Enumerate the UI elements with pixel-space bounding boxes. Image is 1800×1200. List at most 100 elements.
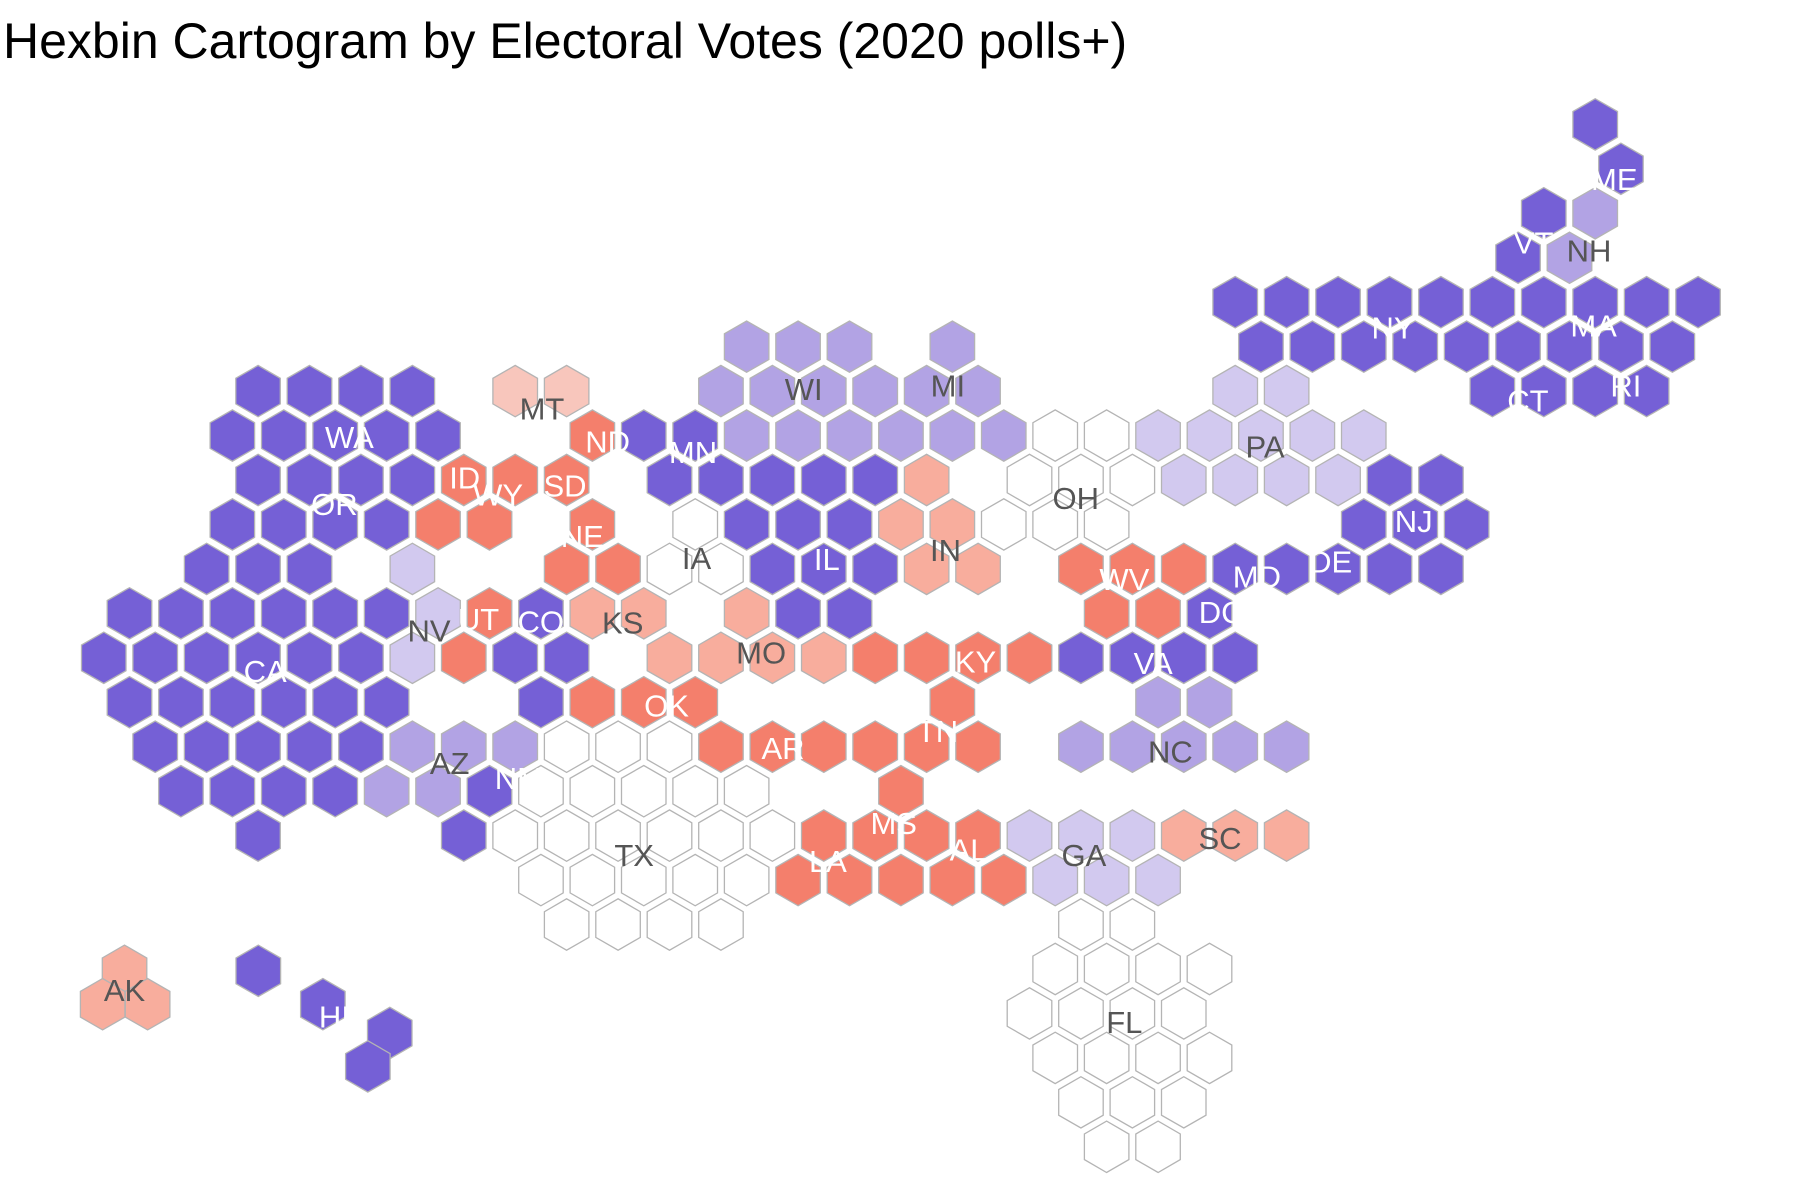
hex-ca [286, 720, 333, 774]
hex-ca [260, 675, 307, 729]
hex-ct [1469, 364, 1516, 418]
hex-ca [363, 675, 410, 729]
hex-ut [466, 586, 513, 640]
state-label-mt: MT [520, 391, 565, 426]
hex-ga [1109, 809, 1156, 863]
state-label-va: VA [1134, 646, 1173, 681]
hex-tx [646, 898, 693, 951]
hex-hi [235, 944, 282, 998]
hex-ny [1443, 320, 1490, 374]
hex-ne [569, 498, 616, 551]
hex-in [903, 453, 950, 507]
hex-va [1109, 631, 1156, 685]
hex-tx [595, 809, 641, 863]
hex-wa [389, 364, 436, 418]
state-label-tn: TN [917, 714, 958, 749]
hex-ks [569, 586, 616, 640]
hex-oh [1032, 409, 1079, 462]
hex-ok [569, 675, 616, 729]
state-label-mn: MN [669, 435, 717, 470]
hex-ar [749, 720, 796, 774]
state-label-tx: TX [614, 838, 654, 873]
hex-ga [1032, 853, 1079, 907]
hex-nc [1160, 720, 1207, 774]
hex-pa [1212, 453, 1259, 507]
hex-tx [723, 853, 770, 907]
hex-ct [1520, 364, 1567, 418]
hex-va [1160, 631, 1207, 685]
state-label-ct: CT [1507, 383, 1548, 418]
hex-mn [646, 453, 693, 507]
hex-ma [1546, 320, 1593, 374]
hex-il [826, 586, 873, 640]
hex-or [286, 453, 333, 507]
hex-md [1263, 542, 1310, 596]
hex-pa [1186, 409, 1233, 462]
hex-ri [1572, 364, 1619, 418]
hex-me [1598, 142, 1644, 196]
hex-ca [260, 764, 307, 818]
hex-oh [1109, 453, 1156, 507]
state-label-ne: NE [561, 519, 604, 554]
hex-ny [1392, 320, 1439, 374]
hex-sc [1263, 809, 1310, 863]
hex-nc [1109, 720, 1156, 774]
hex-ne [595, 542, 641, 596]
hex-pa [1160, 453, 1207, 507]
hex-ca [106, 586, 153, 640]
hex-wi [698, 364, 744, 418]
hex-mi [903, 364, 950, 418]
hex-nc [1212, 720, 1259, 774]
hex-in [929, 498, 976, 551]
hex-ca [312, 586, 359, 640]
hex-ok [672, 675, 719, 729]
state-label-ca: CA [244, 654, 287, 689]
hex-ia [672, 498, 719, 551]
state-label-nh: NH [1567, 234, 1612, 269]
hex-wa [235, 364, 281, 418]
hex-ca [158, 675, 204, 729]
state-label-nj: NJ [1395, 504, 1433, 539]
hex-wi [775, 320, 821, 374]
state-label-wi: WI [785, 372, 823, 407]
hex-pa [1315, 453, 1361, 507]
hex-ny [1469, 275, 1516, 329]
hex-fl [1109, 1075, 1156, 1129]
hex-wa [312, 409, 359, 462]
hex-sc [1212, 809, 1259, 863]
hex-mo [698, 631, 744, 685]
state-label-ks: KS [602, 605, 643, 640]
state-label-pa: PA [1245, 429, 1284, 464]
hex-ga [1058, 809, 1104, 863]
hex-ny [1315, 275, 1361, 329]
hex-co [543, 631, 590, 685]
state-label-sc: SC [1198, 821, 1241, 856]
hex-ma [1649, 320, 1696, 374]
hex-wv [1083, 586, 1130, 640]
hex-ca [183, 720, 230, 774]
hex-ca [209, 675, 256, 729]
hex-tx [646, 720, 693, 774]
hex-ak [124, 977, 171, 1031]
hex-fl [1109, 987, 1156, 1040]
hex-az [492, 720, 539, 774]
state-label-in: IN [930, 533, 961, 568]
hex-tx [672, 764, 719, 818]
hex-ca [158, 586, 204, 640]
state-label-ms: MS [870, 806, 917, 841]
hex-fl [1083, 1120, 1130, 1174]
map-title: Hexbin Cartogram by Electoral Votes (202… [3, 13, 1128, 69]
hex-ca [183, 631, 230, 685]
hex-mi [955, 364, 1001, 418]
hex-ny [1289, 320, 1336, 374]
state-label-dc: DC [1199, 595, 1244, 630]
hex-fl [1032, 942, 1079, 996]
hex-nc [1058, 720, 1104, 774]
state-label-wv: WV [1099, 562, 1149, 597]
hex-wi [800, 364, 847, 418]
hex-nj [1418, 453, 1464, 507]
hex-wv [1109, 542, 1156, 596]
hex-wi [723, 409, 770, 462]
hex-tx [569, 853, 616, 907]
